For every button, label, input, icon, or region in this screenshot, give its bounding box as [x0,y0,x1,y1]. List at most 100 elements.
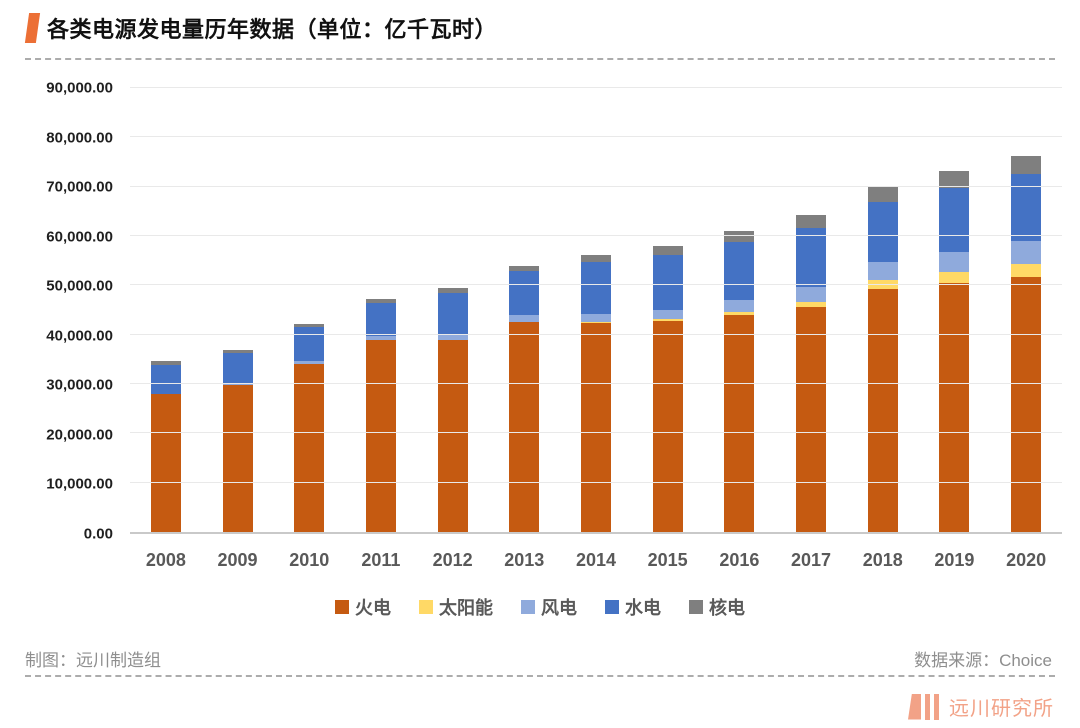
bar-segment-核电 [939,170,970,188]
plot-area [130,87,1062,534]
legend-item: 风电 [521,594,577,620]
divider-top [25,58,1055,60]
bar-segment-核电 [365,298,396,303]
legend-item: 水电 [605,594,661,620]
bar-segment-太阳能 [1011,263,1042,277]
bar-segment-火电 [222,384,253,532]
gridline [130,333,1062,335]
x-tick-label: 2017 [791,550,832,570]
bar-segment-太阳能 [580,321,611,324]
bar-segment-核电 [580,255,611,262]
y-tick-label: 10,000.00 [46,475,113,493]
bar-column [632,88,704,532]
stacked-bar [509,88,540,532]
bar-segment-风电 [867,262,898,281]
bar-segment-水电 [509,271,540,316]
header: 各类电源发电量历年数据（单位：亿千瓦时） [24,12,497,44]
legend-swatch-icon [689,600,703,614]
stacked-bar [1011,88,1042,532]
bar-column [345,88,417,532]
x-tick-label: 2020 [1006,550,1047,570]
stacked-bar [652,88,683,532]
legend-item: 太阳能 [419,594,493,620]
brand-name: 远川研究所 [949,698,1054,720]
y-tick-label: 50,000.00 [46,277,113,295]
bar-segment-水电 [222,353,253,384]
title-accent-bar-icon [24,13,41,43]
bar-segment-水电 [294,327,325,362]
bar-segment-火电 [1011,276,1042,532]
bar-segment-太阳能 [796,301,827,308]
gridline [130,284,1062,286]
bar-segment-核电 [796,215,827,228]
bar-segment-风电 [939,251,970,272]
legend-swatch-icon [605,600,619,614]
bar-segment-太阳能 [724,311,755,316]
bar-column [919,88,991,532]
x-tick-label: 2012 [432,550,473,570]
x-tick-label: 2018 [862,550,903,570]
bar-segment-核电 [1011,155,1042,175]
gridline [130,87,1062,88]
bar-segment-风电 [437,334,468,340]
bar-segment-风电 [294,361,325,364]
stacked-bar [222,88,253,532]
gridline [130,185,1062,187]
bar-segment-水电 [365,302,396,336]
bar-segment-风电 [724,300,755,312]
bar-segment-风电 [150,393,181,395]
legend-label: 火电 [355,598,391,618]
legend-label: 太阳能 [439,598,493,618]
bar-segment-风电 [580,314,611,322]
y-tick-label: 80,000.00 [46,129,113,147]
bar-column [775,88,847,532]
bar-segment-风电 [222,383,253,385]
gridline [130,432,1062,434]
y-tick-label: 60,000.00 [46,228,113,246]
y-tick-label: 70,000.00 [46,178,113,196]
legend-label: 风电 [541,598,577,618]
stacked-bar [437,88,468,532]
x-tick-label: 2016 [719,550,760,570]
x-tick-label: 2010 [289,550,330,570]
bar-segment-火电 [652,320,683,532]
y-tick-label: 20,000.00 [46,426,113,444]
brand: 远川研究所 [908,692,1054,721]
legend: 火电 太阳能 风电 水电 核电 [0,594,1080,620]
bar-segment-风电 [509,315,540,323]
bar-column [560,88,632,532]
y-tick-label: 30,000.00 [46,376,113,394]
bar-segment-火电 [150,394,181,532]
bar-segment-水电 [1011,174,1042,241]
bar-segment-火电 [509,322,540,532]
stacked-bar [796,88,827,532]
logo-bar-icon [925,693,930,720]
bar-segment-核电 [294,323,325,328]
x-axis: 2008 2009 2010 2011 2012 2013 2014 2015 2016 2017… [130,550,1062,571]
bar-segment-风电 [796,286,827,302]
bar-segment-水电 [652,254,683,310]
bar-segment-水电 [939,187,970,252]
x-tick-label: 2015 [647,550,688,570]
bar-segment-火电 [437,339,468,532]
logo-bar-icon [908,693,921,720]
bar-segment-核电 [509,265,540,272]
legend-swatch-icon [335,600,349,614]
bar-segment-风电 [1011,240,1042,264]
bar-segment-核电 [867,186,898,202]
bar-column [417,88,489,532]
bar-segment-火电 [867,289,898,532]
x-tick-label: 2009 [217,550,258,570]
stacked-bar [867,88,898,532]
bar-segment-火电 [939,283,970,532]
x-tick-label: 2013 [504,550,545,570]
legend-label: 水电 [625,598,661,618]
legend-item: 核电 [689,594,745,620]
divider-bottom [25,675,1055,677]
bar-segment-核电 [652,246,683,255]
legend-swatch-icon [521,600,535,614]
bar-column [990,88,1062,532]
stacked-bar [724,88,755,532]
bar-segment-太阳能 [939,271,970,284]
bar-segment-火电 [294,363,325,532]
